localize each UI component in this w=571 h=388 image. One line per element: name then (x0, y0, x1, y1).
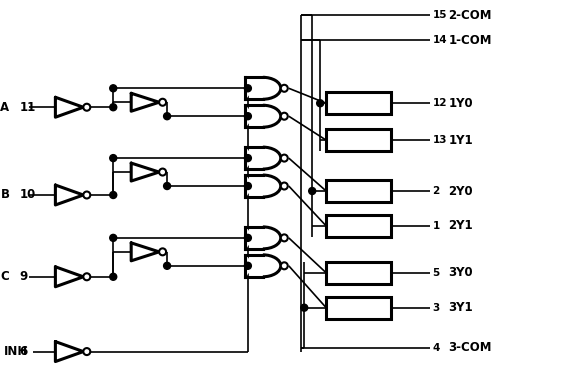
Bar (326, 262, 391, 284)
Polygon shape (55, 97, 83, 117)
Text: 2Y1: 2Y1 (448, 219, 473, 232)
Circle shape (159, 168, 166, 175)
Text: INH: INH (3, 345, 28, 358)
Circle shape (110, 104, 116, 111)
Circle shape (244, 234, 251, 241)
Circle shape (244, 85, 251, 92)
Circle shape (164, 262, 171, 269)
Bar (326, 297, 391, 319)
Bar (326, 129, 391, 151)
Text: 1Y1: 1Y1 (448, 133, 473, 147)
Polygon shape (245, 105, 281, 127)
Circle shape (244, 154, 251, 161)
Circle shape (244, 113, 251, 120)
Circle shape (83, 104, 90, 111)
Text: C: C (1, 270, 10, 283)
Circle shape (281, 113, 288, 120)
Circle shape (159, 99, 166, 106)
Polygon shape (131, 243, 159, 261)
Circle shape (83, 192, 90, 199)
Bar (326, 92, 391, 114)
Circle shape (281, 154, 288, 161)
Text: 14: 14 (432, 35, 447, 45)
Text: 3: 3 (432, 303, 440, 313)
Text: 13: 13 (432, 135, 447, 145)
Text: 4: 4 (432, 343, 440, 353)
Circle shape (83, 273, 90, 280)
Text: 2: 2 (432, 186, 440, 196)
Circle shape (244, 182, 251, 189)
Polygon shape (245, 147, 281, 169)
Bar (326, 180, 391, 202)
Polygon shape (131, 93, 159, 111)
Text: 12: 12 (432, 98, 447, 108)
Circle shape (110, 154, 116, 161)
Text: 9: 9 (19, 270, 28, 283)
Text: 10: 10 (19, 189, 36, 201)
Text: 15: 15 (432, 10, 447, 21)
Text: 11: 11 (19, 101, 36, 114)
Circle shape (164, 113, 171, 120)
Circle shape (110, 273, 116, 280)
Text: 1-COM: 1-COM (448, 34, 492, 47)
Bar (326, 215, 391, 237)
Circle shape (301, 304, 308, 311)
Circle shape (317, 100, 324, 107)
Polygon shape (55, 185, 83, 205)
Text: B: B (1, 189, 10, 201)
Polygon shape (245, 255, 281, 277)
Circle shape (281, 262, 288, 269)
Circle shape (110, 85, 116, 92)
Circle shape (281, 182, 288, 189)
Text: 2-COM: 2-COM (448, 9, 492, 22)
Text: 2Y0: 2Y0 (448, 185, 473, 197)
Circle shape (110, 192, 116, 199)
Polygon shape (131, 163, 159, 181)
Text: 5: 5 (432, 268, 440, 278)
Polygon shape (245, 175, 281, 197)
Text: A: A (1, 101, 10, 114)
Text: 3-COM: 3-COM (448, 341, 492, 354)
Text: 1: 1 (432, 221, 440, 231)
Text: 3Y1: 3Y1 (448, 301, 473, 314)
Circle shape (281, 234, 288, 241)
Polygon shape (55, 267, 83, 287)
Circle shape (309, 187, 316, 194)
Polygon shape (55, 341, 83, 362)
Text: 6: 6 (19, 345, 28, 358)
Text: 3Y0: 3Y0 (448, 266, 473, 279)
Circle shape (244, 262, 251, 269)
Circle shape (83, 348, 90, 355)
Circle shape (164, 182, 171, 189)
Circle shape (110, 234, 116, 241)
Polygon shape (245, 227, 281, 249)
Polygon shape (245, 77, 281, 99)
Text: 1Y0: 1Y0 (448, 97, 473, 110)
Circle shape (159, 248, 166, 255)
Circle shape (281, 85, 288, 92)
